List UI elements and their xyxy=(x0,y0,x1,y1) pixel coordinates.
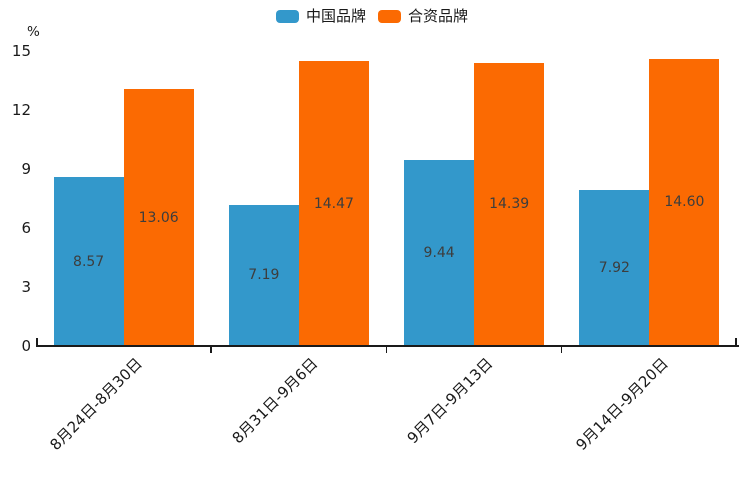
bar-value-label: 14.47 xyxy=(313,195,354,212)
legend-label-series-2: 合资品牌 xyxy=(408,7,469,25)
legend-swatch-series-1 xyxy=(275,9,299,23)
bar-series-2-group-3 xyxy=(474,62,545,346)
y-axis-unit-label: % xyxy=(27,24,40,40)
y-tick-label-12: 12 xyxy=(11,101,31,119)
bar-series-1-group-2 xyxy=(228,204,299,346)
bar-series-2-group-2 xyxy=(298,61,369,346)
bar-series-2-group-4 xyxy=(649,58,720,346)
bar-series-1-group-4 xyxy=(579,190,650,346)
bar-value-label: 8.57 xyxy=(73,253,105,270)
bar-value-label: 7.92 xyxy=(598,260,630,277)
x-axis-tick-0 xyxy=(36,338,38,345)
x-axis-tick-4 xyxy=(735,338,737,345)
legend: 中国品牌 合资品牌 xyxy=(0,8,744,24)
y-tick-label-0: 0 xyxy=(21,337,31,355)
bar-value-label: 14.60 xyxy=(664,194,705,211)
bar-value-label: 14.39 xyxy=(489,196,530,213)
x-axis-line xyxy=(36,345,739,347)
x-tick-label-1: 8月24日-8月30日 xyxy=(46,354,146,454)
y-tick-label-15: 15 xyxy=(11,42,31,60)
legend-item-series-1: 中国品牌 xyxy=(275,7,366,25)
bar-series-1-group-1 xyxy=(53,177,124,346)
legend-label-series-1: 中国品牌 xyxy=(305,7,366,25)
y-tick-label-9: 9 xyxy=(21,160,31,178)
bar-series-1-group-3 xyxy=(404,160,475,346)
y-tick-label-3: 3 xyxy=(21,278,31,296)
legend-item-series-2: 合资品牌 xyxy=(378,8,468,24)
x-tick-label-3: 9月7日-9月13日 xyxy=(403,354,497,448)
bar-value-label: 7.19 xyxy=(248,267,280,284)
legend-swatch-series-2 xyxy=(378,9,401,23)
x-tick-label-4: 9月14日-9月20日 xyxy=(572,354,672,454)
y-tick-label-6: 6 xyxy=(21,219,31,237)
x-axis-tick-3 xyxy=(560,347,563,353)
x-axis-tick-2 xyxy=(385,347,387,353)
bar-series-2-group-1 xyxy=(123,89,194,346)
x-tick-label-2: 8月31日-9月6日 xyxy=(228,354,322,448)
bar-value-label: 9.44 xyxy=(423,245,455,262)
x-axis-tick-1 xyxy=(210,347,212,353)
bar-value-label: 13.06 xyxy=(138,209,179,226)
